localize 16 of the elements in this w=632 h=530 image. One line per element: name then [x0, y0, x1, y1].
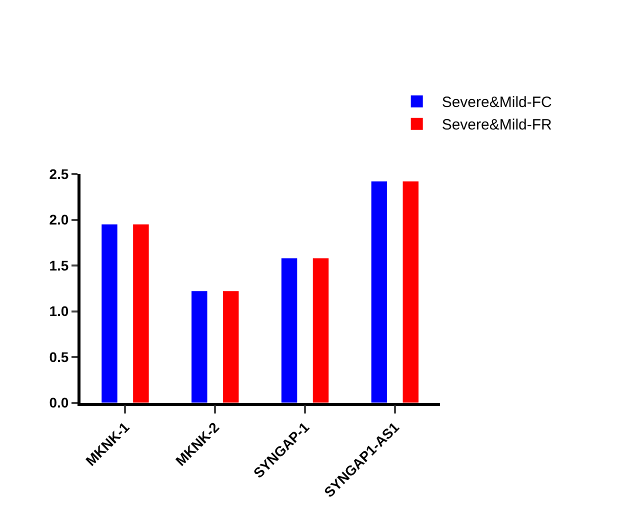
y-tick-label: 0.0 — [49, 394, 69, 411]
y-tick-label: 2.0 — [49, 212, 69, 228]
bar — [133, 224, 149, 403]
legend-label: Severe&Mild-FC — [442, 94, 552, 112]
bar — [402, 181, 419, 403]
bar — [102, 224, 118, 403]
bar — [192, 291, 208, 403]
y-tick-label: 1.0 — [49, 303, 69, 320]
bar — [312, 258, 329, 403]
bar — [371, 181, 388, 403]
bar — [281, 258, 298, 403]
legend-label: Severe&Mild-FR — [442, 116, 552, 134]
bar — [222, 291, 239, 403]
y-tick-label: 1.5 — [49, 257, 69, 274]
y-tick-label: 2.5 — [49, 166, 69, 182]
y-tick-label: 0.5 — [49, 348, 69, 365]
